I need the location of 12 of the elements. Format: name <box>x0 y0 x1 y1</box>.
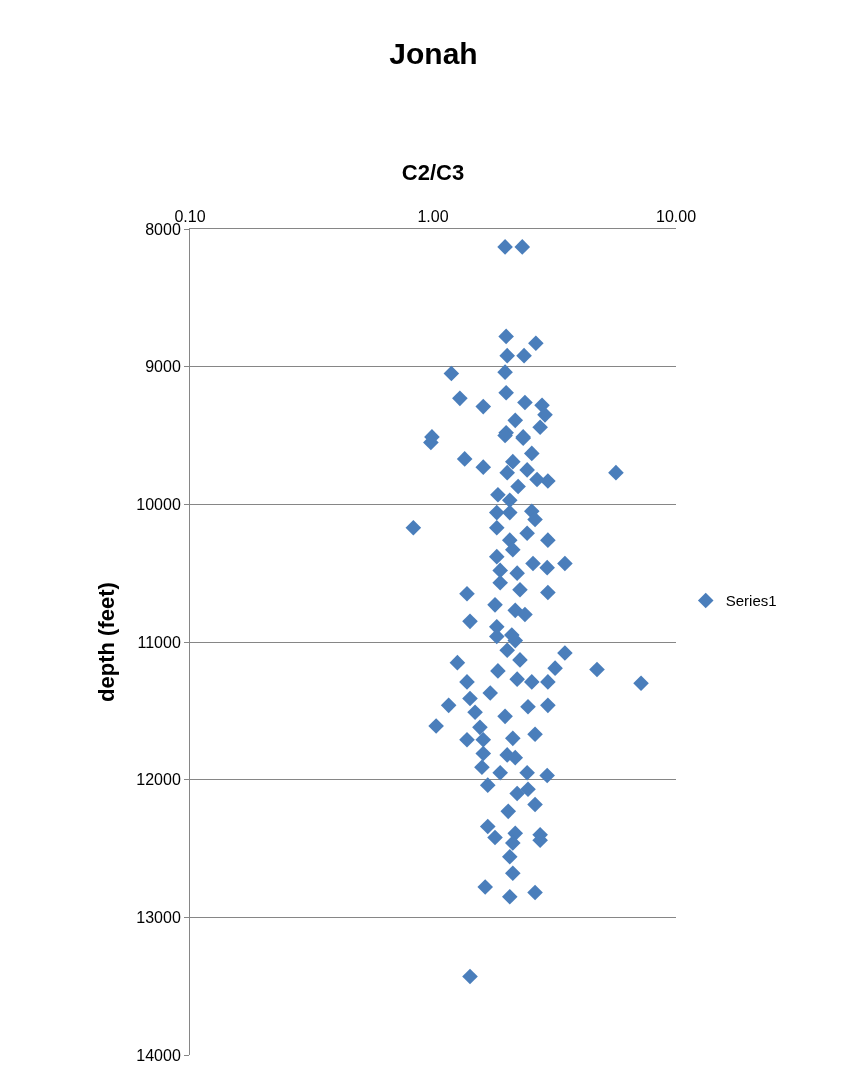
y-axis-title: depth (feet) <box>94 582 120 702</box>
y-tick-label: 9000 <box>145 358 181 376</box>
y-tick-label: 10000 <box>136 495 181 513</box>
y-tick-label: 12000 <box>136 771 181 789</box>
y-tick-label: 13000 <box>136 908 181 926</box>
y-tick-label: 11000 <box>137 633 181 651</box>
x-tick-label: 10.00 <box>655 207 697 225</box>
x-tick-label: 1.00 <box>417 207 449 225</box>
x-axis-title: C2/C3 <box>401 160 465 186</box>
y-tick-label: 14000 <box>136 1046 181 1064</box>
chart-title: Jonah <box>389 37 478 71</box>
legend-label: Series1 <box>725 592 777 610</box>
